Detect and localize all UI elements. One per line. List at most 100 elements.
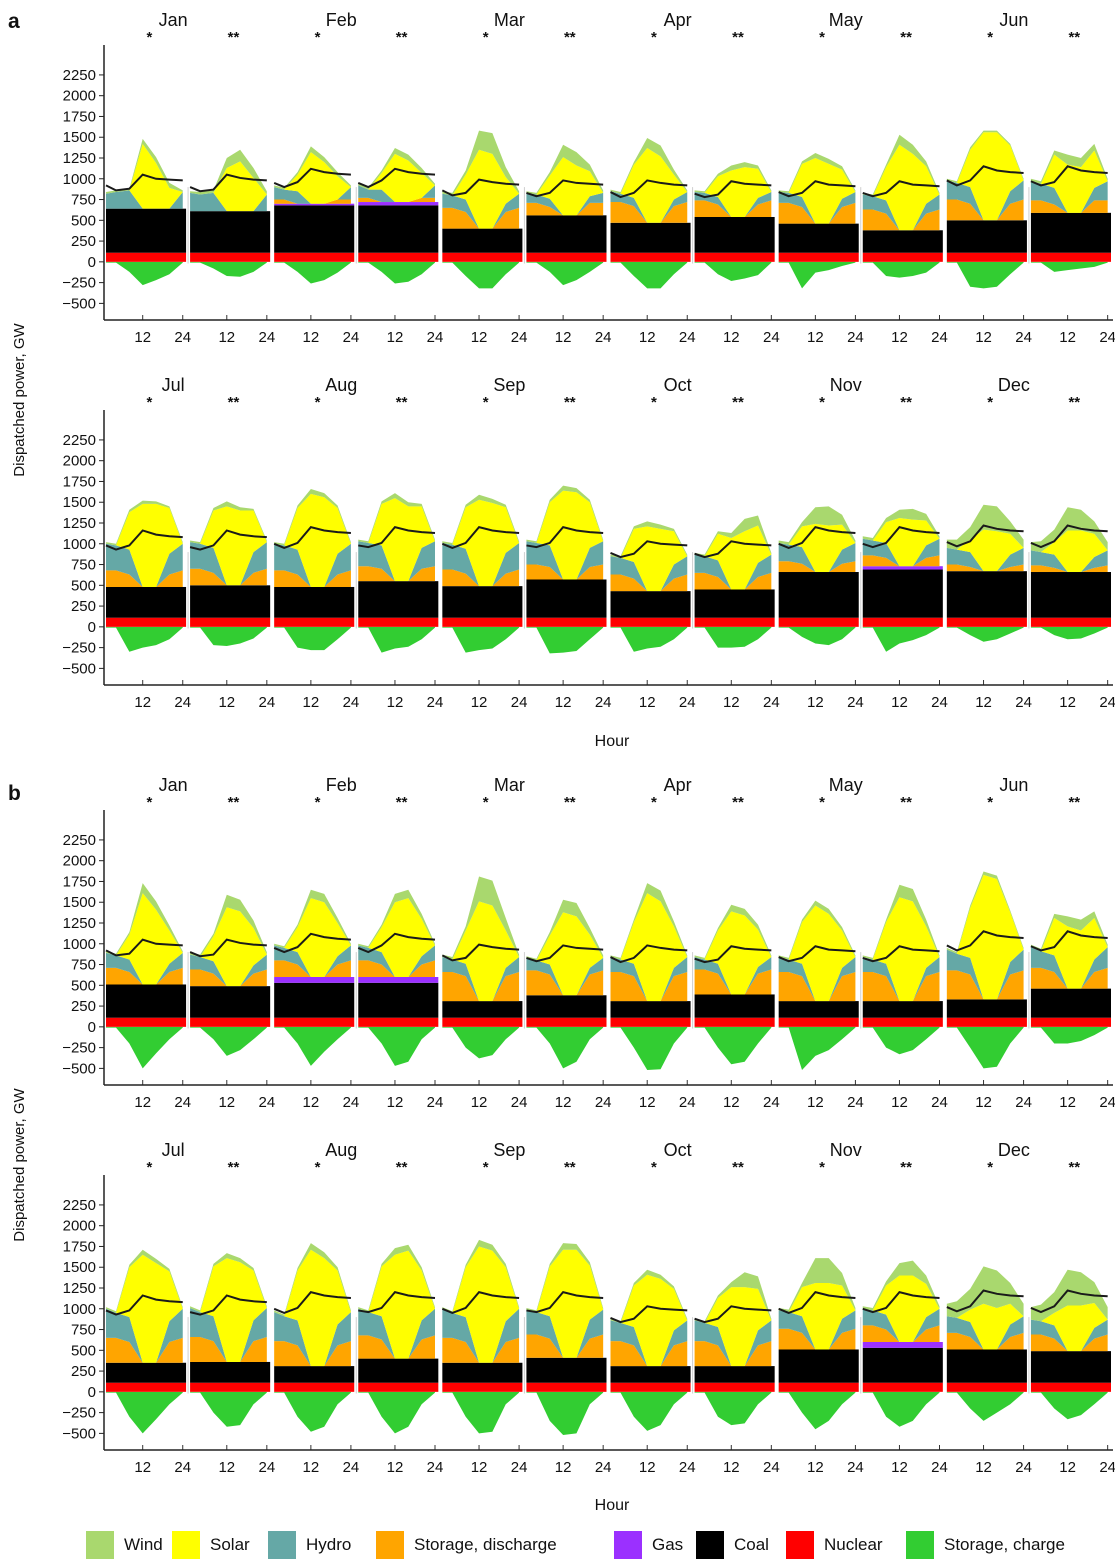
day-marker: ** [564,794,576,811]
x-tick-label: 12 [218,694,235,711]
y-tick-label: 1500 [63,129,96,146]
legend-label-storage-charge: Storage, charge [944,1535,1065,1554]
storage-discharge-area [358,197,435,203]
x-tick-label: 12 [471,1459,488,1476]
hydro-area [106,952,183,985]
segment-dec-a: * 12 24 [946,1159,1032,1476]
storage-discharge-area [526,1334,604,1358]
wind-area [1030,143,1108,184]
x-tick-label: 24 [427,329,444,346]
hydro-area [190,192,267,212]
load-line [105,1294,183,1316]
load-line [358,1291,436,1314]
nuclear-area [358,252,439,262]
segment-jul-b: ** 12 24 [187,1159,275,1476]
nuclear-area [106,1382,187,1392]
segment-sep-a: * 12 24 [441,1159,527,1476]
panel-a-row-2: Jul Aug Sep Oct Nov Dec*12 24**12 24*12 24**12 24… [62,375,1115,711]
wind-area [358,493,435,543]
storage-charge-area [694,1391,772,1426]
coal-area [694,589,775,618]
load-line [1030,1289,1108,1314]
segment-apr-b: ** 12 24 [692,794,780,1111]
month-title-nov: Nov [830,375,862,395]
segment-nov-b: ** 12 24 [860,1159,948,1476]
x-tick-label: 12 [1059,694,1076,711]
legend-swatch-storage-charge [906,1531,934,1559]
day-marker: * [819,1159,825,1176]
solar-area [274,493,351,587]
gas-area [274,203,355,206]
hydro-area [946,180,1024,221]
hydro-area [1030,947,1108,989]
solar-area [610,148,688,223]
storage-discharge-area [358,566,435,582]
storage-charge-area [862,261,940,278]
segment-jan-a: * 12 24 [105,794,191,1111]
solar-area [946,1303,1024,1350]
storage-charge-area [274,626,351,651]
wind-area [442,1239,520,1313]
legend-label-hydro: Hydro [306,1535,352,1554]
segment-jul-a: * 12 24 [105,394,191,711]
segment-may-b: ** 12 24 [860,794,948,1111]
load-line [189,938,267,958]
month-title-feb: Feb [326,775,357,795]
coal-area [274,586,355,618]
x-tick-label: 24 [1015,329,1032,346]
y-tick-label: −250 [62,275,96,292]
day-marker: ** [228,394,240,411]
coal-area [610,1366,691,1383]
nuclear-area [946,617,1027,627]
storage-discharge-area [274,199,351,204]
load-line [358,526,436,549]
load-line [189,529,267,551]
hydro-area [778,542,856,573]
load-line [273,932,351,954]
storage-charge-area [862,626,940,652]
storage-charge-area [694,261,772,281]
day-marker: * [315,794,321,811]
solar-area [1030,530,1108,573]
wind-area [106,138,183,194]
hydro-area [610,957,688,1002]
solar-area [526,157,604,216]
load-line [105,938,183,957]
wind-area [1030,507,1108,553]
load-line [357,167,436,189]
x-tick-label: 12 [639,329,656,346]
solar-area [442,901,520,1002]
x-tick-label: 24 [511,329,528,346]
x-tick-label: 24 [763,1459,780,1476]
nuclear-area [106,252,187,262]
y-tick-label: −500 [62,660,96,677]
x-tick-label: 24 [931,1094,948,1111]
ylabel-panel-a: Dispatched power, GW [11,322,28,476]
coal-area [862,230,943,253]
storage-charge-area [442,261,520,289]
solar-area [694,525,772,590]
segment-nov-b: ** 12 24 [860,394,948,711]
month-title-apr: Apr [664,10,692,30]
coal-area [946,999,1027,1018]
y-tick-label: 750 [71,192,96,209]
coal-area [442,228,523,253]
month-title-oct: Oct [664,1140,692,1160]
load-line [694,180,772,199]
storage-charge-area [862,1026,940,1055]
segment-jun-a: * 12 24 [946,794,1032,1111]
coal-area [694,994,775,1018]
storage-discharge-area [106,967,183,985]
storage-discharge-area [1030,200,1108,213]
y-tick-label: 1250 [63,1280,96,1297]
hydro-area [778,1310,856,1350]
hydro-area [442,1308,520,1363]
storage-discharge-area [106,570,183,587]
load-line [273,1291,351,1314]
segment-may-b: ** 12 24 [860,29,948,346]
solar-area [358,498,435,582]
storage-charge-area [442,1026,520,1059]
x-tick-label: 12 [555,694,572,711]
segment-may-a: * 12 24 [778,794,864,1111]
nuclear-area [106,1017,187,1027]
